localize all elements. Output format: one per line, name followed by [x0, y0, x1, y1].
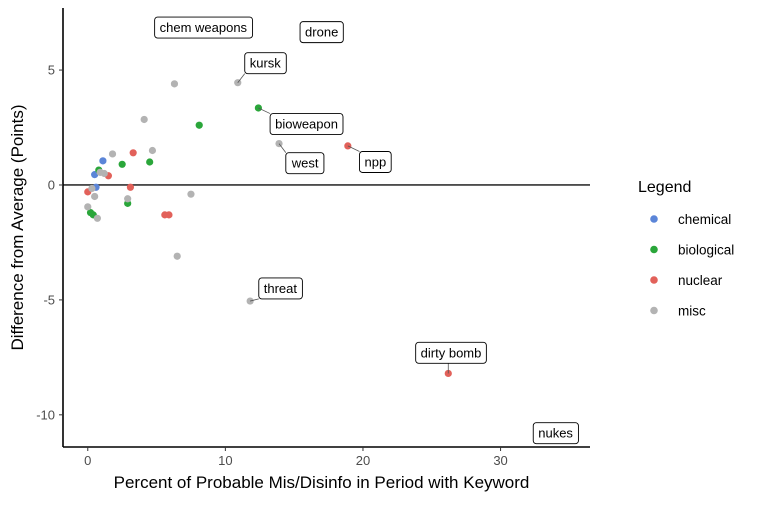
nuclear-point [129, 149, 137, 157]
chemical-point [91, 171, 99, 179]
legend-key-misc [650, 306, 658, 315]
misc-point [140, 115, 148, 124]
y-axis-title: Difference from Average (Points) [8, 105, 27, 351]
chemical-point [99, 157, 107, 165]
annotation-connector [237, 73, 246, 83]
annotation-label: threat [264, 281, 298, 296]
annotation-box [532, 422, 579, 445]
annotation-box [244, 52, 287, 75]
misc-point [124, 195, 132, 203]
annotation-box [154, 16, 254, 39]
legend: Legend chemical biological nuclear misc [638, 179, 734, 319]
plot-area: chem weapons drone kursk bioweapon west npp th… [63, 16, 590, 445]
misc-point [187, 190, 195, 198]
annotation-box [415, 341, 487, 364]
misc-point [88, 184, 96, 193]
x-axis-title: Percent of Probable Mis/Disinfo in Perio… [114, 473, 530, 492]
points-layer [84, 79, 452, 378]
annotation-west: west [278, 143, 325, 175]
legend-label-misc: misc [678, 304, 706, 319]
annotation-kursk: kursk [237, 52, 287, 83]
misc-point [93, 214, 101, 222]
misc-point [170, 80, 179, 88]
x-tick-label: 20 [356, 453, 370, 468]
legend-label-chemical: chemical [678, 212, 731, 227]
annotation-label: chem weapons [160, 20, 248, 35]
annotation-label: drone [305, 25, 338, 40]
legend-key-nuclear [650, 276, 658, 284]
nuclear-point [126, 183, 135, 191]
annotation-box [269, 113, 344, 136]
x-tick-label: 10 [218, 453, 232, 468]
annotation-label: nukes [538, 426, 573, 441]
annotation-layer: chem weapons drone kursk bioweapon west npp th… [154, 16, 579, 445]
annotation-box [258, 277, 303, 300]
legend-title: Legend [638, 179, 691, 196]
y-tick-label: 5 [48, 63, 55, 78]
annotation-label: kursk [250, 56, 282, 71]
x-tick-label: 0 [84, 453, 91, 468]
annotation-label: bioweapon [275, 117, 338, 132]
misc-point [173, 252, 181, 260]
annotation-label: npp [364, 154, 386, 169]
y-tick-label: 0 [48, 177, 55, 192]
annotation-box [299, 21, 344, 44]
x-axis-ticks: 0 10 20 30 [84, 447, 508, 468]
annotation-nukes: nukes [532, 422, 579, 445]
misc-point [91, 192, 99, 201]
y-tick-label: -5 [43, 292, 55, 307]
annotation-box [285, 152, 325, 175]
y-tick-label: -10 [36, 407, 55, 422]
legend-label-biological: biological [678, 243, 734, 258]
annotation-connector [250, 298, 259, 302]
nuclear-point [165, 211, 173, 219]
annotation-label: dirty bomb [421, 345, 482, 360]
y-axis-ticks: -10 -5 0 5 [36, 63, 63, 422]
legend-label-nuclear: nuclear [678, 273, 723, 288]
annotation-npp: npp [347, 145, 392, 173]
x-tick-label: 30 [493, 453, 507, 468]
annotation-box [359, 151, 392, 173]
biological-point [118, 160, 126, 168]
legend-key-chemical [650, 215, 658, 223]
annotation-connector [347, 145, 360, 152]
misc-point [108, 150, 117, 158]
biological-point [146, 158, 154, 166]
annotation-label: west [291, 156, 319, 171]
annotation-connector [258, 107, 271, 114]
annotation-connector [278, 143, 287, 153]
misc-point [246, 297, 254, 305]
misc-point [100, 169, 108, 178]
misc-point [148, 146, 157, 155]
legend-key-biological [650, 245, 658, 254]
annotation-dirty-bomb: dirty bomb [415, 341, 487, 374]
misc-point [84, 203, 92, 211]
annotation-chem-weapons: chem weapons [154, 16, 254, 39]
annotation-bioweapon: bioweapon [258, 107, 344, 136]
annotation-threat: threat [250, 277, 303, 302]
misc-point [234, 79, 242, 87]
biological-point [195, 121, 203, 129]
annotation-drone: drone [299, 21, 344, 44]
